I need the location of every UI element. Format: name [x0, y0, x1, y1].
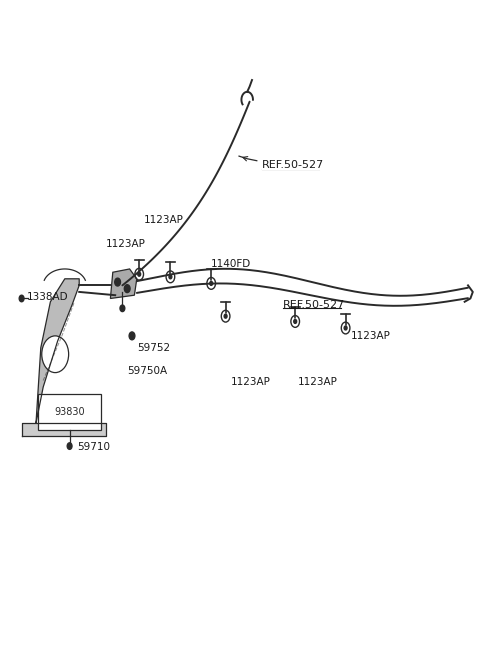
Text: 59750A: 59750A [127, 365, 168, 376]
Text: 59710: 59710 [77, 442, 110, 453]
Text: 93830: 93830 [54, 407, 85, 417]
Text: REF.50-527: REF.50-527 [283, 300, 346, 310]
Polygon shape [110, 269, 137, 298]
Circle shape [169, 275, 172, 279]
Circle shape [124, 285, 130, 293]
Circle shape [138, 272, 141, 276]
Circle shape [67, 443, 72, 449]
Text: 1140FD: 1140FD [211, 258, 252, 269]
Circle shape [115, 278, 120, 286]
Bar [38, 394, 101, 430]
Circle shape [344, 326, 347, 330]
Circle shape [129, 332, 135, 340]
Circle shape [294, 319, 297, 323]
Circle shape [224, 314, 227, 318]
Circle shape [42, 336, 69, 373]
Text: 59752: 59752 [137, 342, 170, 353]
Text: 1123AP: 1123AP [230, 377, 270, 387]
Circle shape [120, 305, 125, 312]
Text: 1123AP: 1123AP [298, 377, 337, 387]
Circle shape [19, 295, 24, 302]
Polygon shape [36, 279, 79, 423]
Circle shape [210, 281, 213, 285]
Text: 1338AD: 1338AD [26, 291, 68, 302]
Polygon shape [22, 423, 106, 436]
Text: 1123AP: 1123AP [106, 239, 145, 249]
Text: 1123AP: 1123AP [350, 331, 390, 341]
Text: 1123AP: 1123AP [144, 215, 184, 225]
Text: REF.50-527: REF.50-527 [262, 160, 324, 171]
